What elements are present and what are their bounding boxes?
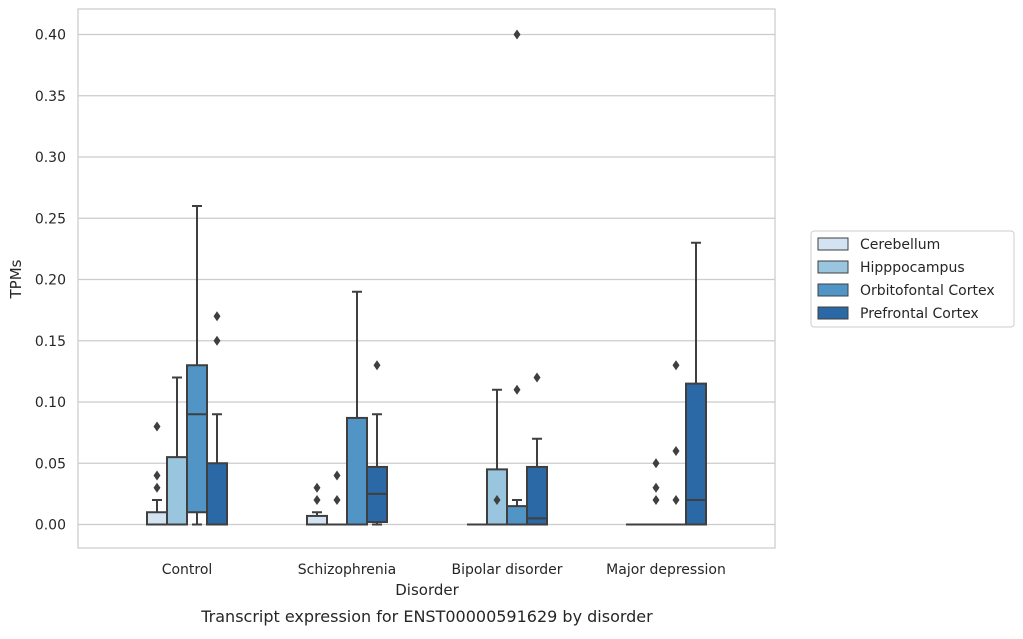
outlier-point — [153, 482, 161, 493]
outlier-point — [533, 372, 541, 383]
box — [166, 456, 188, 526]
y-tick-label: 0.15 — [35, 334, 66, 350]
outlier-point — [333, 495, 341, 505]
y-axis-ticks: 0.00 0.05 0.10 0.15 0.20 0.25 0.30 0.35 0.40 — [35, 28, 66, 534]
outlier-point — [313, 482, 321, 493]
x-tick-label: Major depression — [606, 562, 726, 578]
legend-label: Cerebellum — [860, 237, 940, 253]
outlier-point — [213, 335, 221, 346]
box-group — [306, 482, 328, 526]
outlier-point — [672, 360, 680, 371]
box-marks — [146, 29, 707, 526]
box-group — [666, 360, 686, 526]
box — [685, 382, 707, 526]
x-axis-label: Disorder — [395, 581, 459, 599]
outlier-point — [153, 421, 161, 432]
outlier-point — [672, 495, 680, 505]
box-group — [186, 205, 208, 526]
plot-frame — [77, 8, 776, 549]
outlier-point — [153, 470, 161, 481]
y-tick-label: 0.30 — [35, 150, 66, 166]
outlier-point — [652, 458, 660, 469]
outlier-point — [652, 495, 660, 505]
legend-frame — [810, 230, 1015, 328]
legend-swatch — [817, 260, 849, 274]
outlier-point — [672, 446, 680, 456]
chart-caption: Transcript expression for ENST0000059162… — [200, 607, 653, 626]
outlier-point — [313, 495, 321, 505]
box-group — [366, 360, 388, 526]
outlier-point — [513, 384, 521, 395]
x-axis-ticks: Control Schizophrenia Bipolar disorder Majo… — [162, 562, 726, 578]
outlier-point — [373, 360, 381, 371]
x-tick-label: Schizophrenia — [298, 562, 396, 578]
legend-swatch — [817, 283, 849, 297]
box — [506, 505, 528, 526]
box-group — [327, 470, 347, 526]
y-axis-label: TPMs — [7, 259, 25, 299]
legend-label: Orbitofontal Cortex — [860, 283, 995, 299]
y-tick-label: 0.20 — [35, 273, 66, 289]
box — [526, 465, 548, 526]
y-tick-label: 0.40 — [35, 28, 66, 44]
y-tick-label: 0.35 — [35, 89, 66, 105]
box — [346, 416, 368, 526]
outlier-point — [513, 29, 521, 40]
legend: Cerebellum Hipppocampus Orbitofontal Corte… — [810, 230, 1015, 328]
box-group — [146, 421, 168, 526]
outlier-point — [652, 482, 660, 493]
y-tick-label: 0.10 — [35, 395, 66, 411]
box-group — [526, 372, 548, 526]
legend-swatch — [817, 306, 849, 320]
outlier-point — [213, 311, 221, 322]
box-group — [486, 388, 508, 526]
outlier-point — [333, 470, 341, 481]
box-group — [646, 458, 666, 526]
y-tick-label: 0.25 — [35, 211, 66, 227]
y-tick-label: 0.00 — [35, 518, 66, 534]
box — [206, 462, 228, 526]
x-tick-label: Control — [162, 562, 213, 578]
y-tick-label: 0.05 — [35, 456, 66, 472]
box — [306, 514, 328, 526]
box — [186, 364, 208, 514]
legend-swatch — [817, 237, 849, 251]
box — [146, 511, 168, 526]
outlier-point — [493, 495, 501, 505]
x-tick-label: Bipolar disorder — [451, 562, 562, 578]
box-group — [685, 241, 707, 526]
legend-label: Prefrontal Cortex — [860, 306, 979, 322]
box-group — [206, 311, 228, 526]
legend-label: Hipppocampus — [860, 260, 965, 276]
